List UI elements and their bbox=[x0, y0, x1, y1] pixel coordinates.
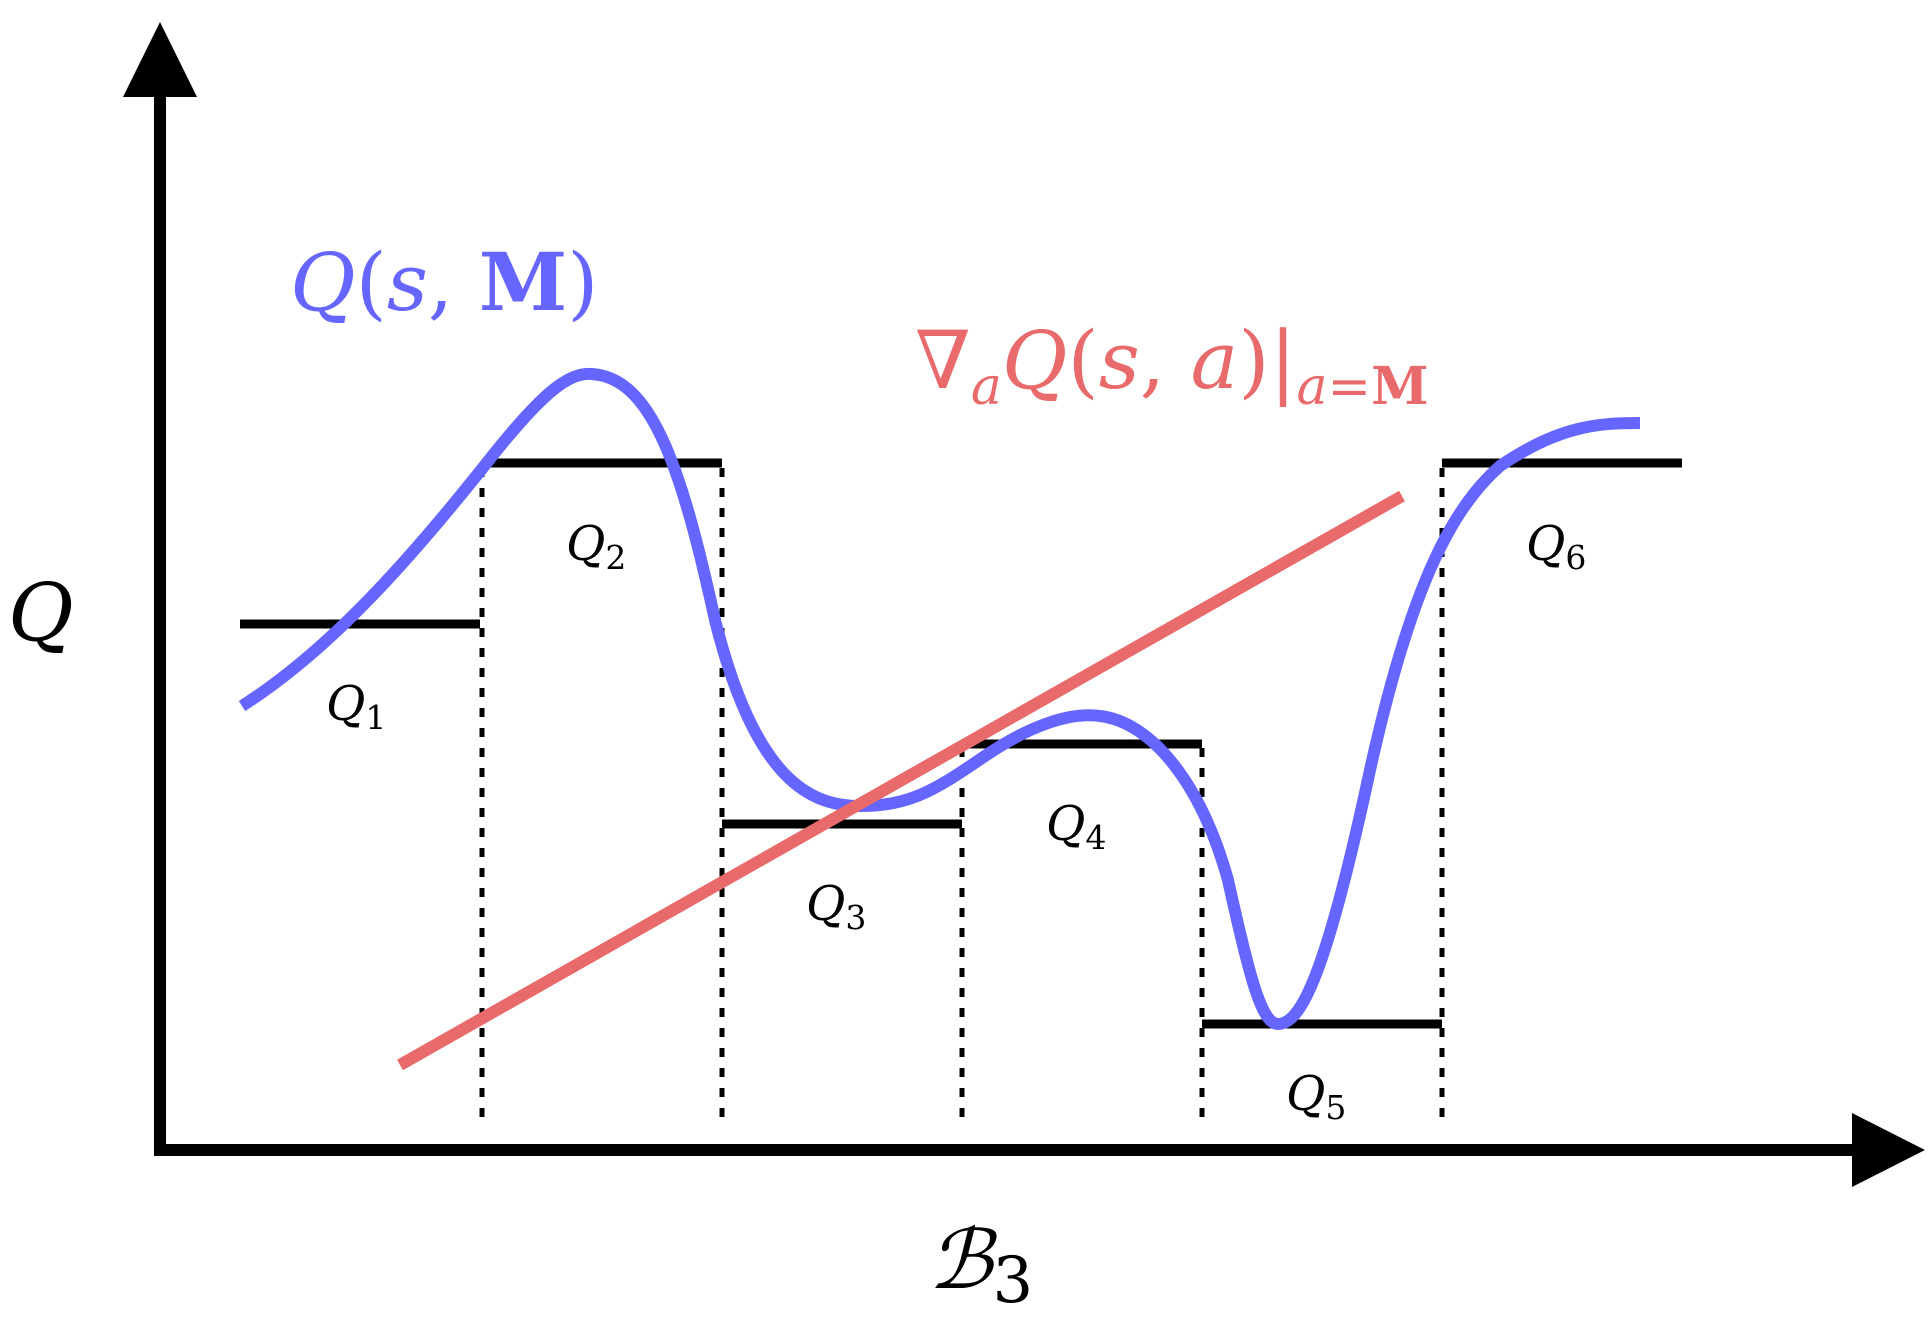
bin-label-5: Q5 bbox=[1286, 1066, 1346, 1127]
x-axis-label-main: ℬ bbox=[928, 1213, 998, 1308]
curve-label: Q(s, M) bbox=[290, 235, 599, 329]
bin-label-6: Q6 bbox=[1526, 516, 1586, 577]
y-axis-arrowhead bbox=[123, 22, 197, 97]
q-curve bbox=[238, 367, 1641, 1031]
x-axis-arrowhead bbox=[1852, 1113, 1925, 1187]
gradient-label: ∇aQ(s, a)|a=M bbox=[915, 314, 1429, 417]
axes bbox=[123, 22, 1925, 1187]
bin-label-4: Q4 bbox=[1046, 796, 1106, 857]
bin-label-3: Q3 bbox=[806, 876, 866, 937]
x-axis-label: ℬ3 bbox=[928, 1213, 1033, 1318]
bin-label-1: Q1 bbox=[326, 676, 386, 737]
x-axis-label-sub: 3 bbox=[992, 1244, 1033, 1318]
bin-label-2: Q2 bbox=[566, 516, 626, 577]
y-axis-label: Q bbox=[8, 566, 74, 659]
gradient-line bbox=[397, 490, 1405, 1071]
